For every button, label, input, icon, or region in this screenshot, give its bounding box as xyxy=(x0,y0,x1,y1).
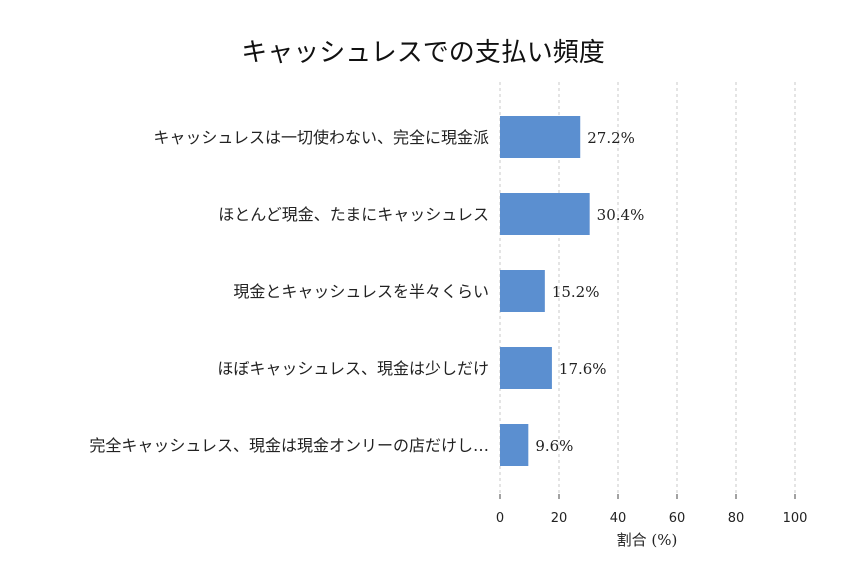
category-label: 現金とキャッシュレスを半々くらい xyxy=(233,282,489,301)
bar xyxy=(500,347,552,389)
x-axis: 0 20 40 60 80 100 xyxy=(496,494,808,526)
chart-title: キャッシュレスでの支払い頻度 xyxy=(241,38,604,68)
data-label: 15.2% xyxy=(552,283,600,301)
x-axis-title: 割合 (%) xyxy=(617,531,678,549)
bar xyxy=(500,193,590,235)
category-label: キャッシュレスは一切使わない、完全に現金派 xyxy=(153,128,489,147)
data-label: 17.6% xyxy=(559,360,607,378)
data-label: 9.6% xyxy=(535,437,573,455)
bar xyxy=(500,270,545,312)
bar xyxy=(500,424,529,466)
x-tick-label: 40 xyxy=(610,511,627,526)
x-tick-label: 80 xyxy=(728,511,745,526)
x-tick-label: 20 xyxy=(551,511,568,526)
data-label: 27.2% xyxy=(587,129,635,147)
bars xyxy=(500,116,590,466)
category-label: ほとんど現金、たまにキャッシュレス xyxy=(218,205,489,224)
x-tick-label: 60 xyxy=(669,511,686,526)
category-label: ほぼキャッシュレス、現金は少しだけ xyxy=(217,359,489,378)
value-labels: 27.2% 30.4% 15.2% 17.6% 9.6% xyxy=(535,129,644,455)
category-label: 完全キャッシュレス、現金は現金オンリーの店だけし… xyxy=(89,436,489,455)
bar xyxy=(500,116,581,158)
data-label: 30.4% xyxy=(597,206,645,224)
x-tick-label: 0 xyxy=(496,511,504,526)
category-labels: キャッシュレスは一切使わない、完全に現金派ほとんど現金、たまにキャッシュレス現金… xyxy=(89,128,489,455)
x-tick-label: 100 xyxy=(783,511,808,526)
